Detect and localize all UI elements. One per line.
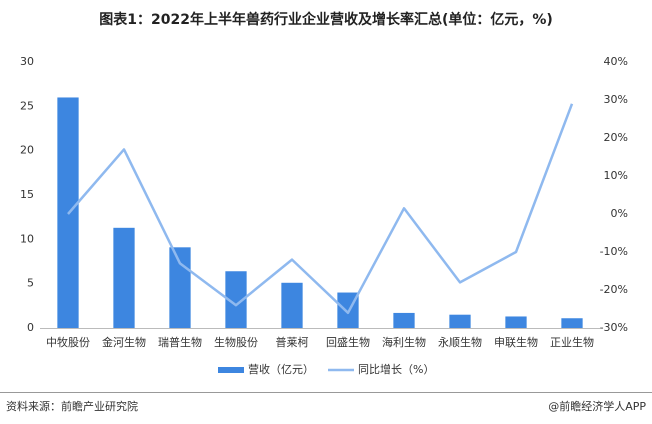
y2-tick-label: 10%: [604, 169, 628, 182]
y2-tick-label: -20%: [600, 283, 628, 296]
y-tick-label: 0: [27, 321, 34, 334]
y-tick-label: 25: [20, 99, 34, 112]
bar: [505, 316, 527, 328]
x-tick-label: 普莱柯: [276, 335, 309, 349]
x-tick-label: 中牧股份: [46, 335, 90, 349]
y2-tick-label: 30%: [604, 93, 628, 106]
bar: [169, 247, 191, 328]
x-tick-label: 生物股份: [214, 335, 258, 349]
source: 资料来源：前瞻产业研究院: [6, 399, 138, 413]
brand: @前瞻经济学人APP: [548, 399, 646, 413]
x-tick-label: 金河生物: [102, 335, 146, 349]
y-tick-label: 10: [20, 232, 34, 245]
y2-tick-label: 0%: [611, 207, 628, 220]
y2-tick-label: -10%: [600, 245, 628, 258]
x-tick-label: 海利生物: [382, 335, 426, 349]
bar: [393, 312, 415, 328]
x-tick-label: 永顺生物: [438, 335, 482, 349]
chart-title: 图表1：2022年上半年兽药行业企业营收及增长率汇总(单位：亿元，%): [99, 11, 553, 28]
y2-tick-label: 40%: [604, 55, 628, 68]
legend-swatch: [218, 367, 244, 373]
legend-label: 同比增长（%）: [358, 362, 434, 376]
x-tick-label: 瑞普生物: [158, 335, 202, 349]
bar: [561, 318, 583, 328]
x-tick-label: 正业生物: [550, 335, 594, 349]
bar: [281, 282, 303, 328]
y-tick-label: 5: [27, 277, 34, 290]
x-tick-label: 回盛生物: [326, 335, 370, 349]
y-tick-label: 20: [20, 144, 34, 157]
line: [67, 103, 574, 315]
y2-tick-label: 20%: [604, 131, 628, 144]
bar: [225, 271, 247, 328]
x-tick-label: 申联生物: [494, 335, 538, 349]
y-tick-label: 15: [20, 188, 34, 201]
bar: [113, 227, 135, 328]
bar: [449, 314, 471, 328]
y-tick-label: 30: [20, 55, 34, 68]
y2-tick-label: -30%: [600, 321, 628, 334]
legend-label: 营收（亿元）: [248, 362, 314, 376]
